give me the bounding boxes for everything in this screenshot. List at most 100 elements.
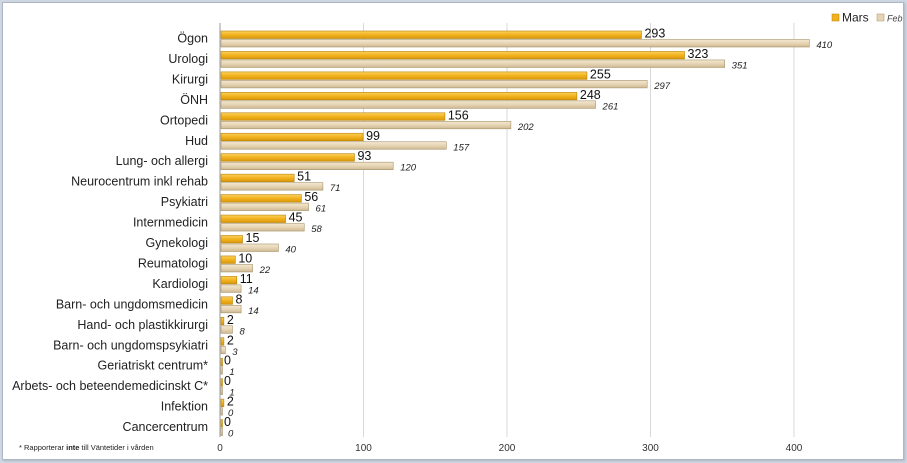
data-label-mars: 156 [448, 108, 469, 122]
category-label: Neurocentrum inkl rehab [71, 175, 208, 189]
data-label-feb: 120 [400, 163, 417, 174]
legend-swatch-feb [876, 13, 885, 22]
footnote-prefix: * Rapporterar [19, 443, 67, 452]
bar-feb [220, 264, 253, 273]
data-label-mars: 0 [224, 374, 231, 388]
category-label: Urologi [168, 52, 208, 66]
bar-mars [220, 255, 236, 264]
data-label-feb: 3 [232, 347, 238, 358]
category-label: Barn- och ungdomspsykiatri [53, 338, 208, 352]
bar-feb [220, 80, 648, 89]
category-label: Ögon [177, 32, 208, 46]
data-label-feb: 22 [259, 265, 271, 276]
category-label: Psykiatri [161, 195, 208, 209]
footnote-suffix: till Väntetider i vården [79, 443, 154, 452]
data-label-mars: 51 [297, 170, 311, 184]
data-label-feb: 14 [248, 285, 259, 296]
bar-feb [220, 243, 279, 252]
data-label-mars: 8 [235, 292, 242, 306]
bar-feb [220, 202, 309, 211]
data-label-feb: 351 [732, 60, 748, 71]
bar-mars [220, 51, 685, 60]
category-label: Arbets- och beteendemedicinskt C* [12, 379, 208, 393]
legend: Mars Feb [831, 11, 903, 25]
data-label-mars: 2 [227, 333, 234, 347]
bar-mars [220, 153, 355, 162]
data-label-mars: 93 [357, 149, 371, 163]
data-label-mars: 323 [688, 47, 709, 61]
footnote: * Rapporterar inte till Väntetider i vår… [19, 443, 154, 452]
bar-feb [220, 182, 324, 191]
data-label-feb: 14 [248, 306, 259, 317]
data-label-mars: 2 [227, 313, 234, 327]
category-labels: Ögon Urologi Kirurgi ÖNH Ortopedi Hud Lung- oc… [12, 32, 208, 435]
data-label-mars: 15 [246, 231, 260, 245]
bar-mars [220, 378, 223, 387]
bar-mars [220, 337, 225, 346]
bar-mars [220, 316, 225, 326]
bar-mars [220, 214, 286, 223]
data-label-feb: 0 [228, 408, 234, 419]
category-label: Lung- och allergi [116, 154, 208, 168]
data-label-feb: 61 [316, 204, 327, 215]
category-label: Hand- och plastikkirurgi [77, 318, 208, 332]
category-label: Gynekologi [145, 236, 208, 250]
data-label-feb: 297 [653, 81, 671, 92]
data-label-feb: 71 [330, 183, 341, 194]
data-label-feb: 202 [517, 122, 535, 133]
data-label-mars: 0 [224, 354, 231, 368]
data-label-mars: 255 [590, 67, 611, 81]
data-label-mars: 11 [240, 272, 253, 286]
data-label-feb: 40 [285, 245, 296, 256]
data-label-feb: 261 [602, 101, 619, 112]
x-axis-ticks: 0 100 200 300 400 [217, 443, 803, 454]
bar-feb [220, 305, 242, 314]
legend-label-feb: Feb [887, 14, 903, 24]
data-label-mars: 99 [366, 129, 380, 143]
category-label: Hud [185, 134, 208, 148]
bar-mars [220, 194, 302, 203]
legend-swatch-mars [831, 13, 840, 22]
data-label-mars: 56 [304, 190, 318, 204]
data-label-mars: 10 [238, 251, 252, 265]
bar-feb [220, 161, 394, 170]
data-label-feb: 410 [816, 40, 833, 51]
data-label-mars: 293 [644, 27, 665, 41]
category-label: Reumatologi [138, 256, 208, 270]
bar-mars [220, 419, 223, 428]
bar-mars [220, 357, 223, 367]
bar-feb [220, 366, 223, 375]
category-label: Kirurgi [172, 72, 208, 86]
x-tick-label: 100 [355, 443, 372, 454]
legend-label-mars: Mars [842, 11, 869, 25]
bar-feb [220, 325, 233, 334]
category-label: Ortopedi [160, 113, 208, 127]
data-label-feb: 8 [239, 326, 245, 337]
x-tick-label: 300 [642, 443, 659, 454]
bar-mars [220, 296, 233, 305]
bar-feb [220, 386, 223, 395]
bar-mars [220, 132, 364, 142]
bar-mars [220, 235, 243, 244]
bar-feb [220, 284, 242, 293]
data-label-feb: 0 [228, 429, 234, 440]
data-label-mars: 45 [289, 211, 303, 225]
bar-chart: 2934103233512552972482611562029915793120… [12, 11, 903, 455]
data-label-feb: 157 [453, 142, 470, 153]
category-label: Barn- och ungdomsmedicin [56, 297, 208, 311]
category-label: Infektion [161, 400, 208, 414]
category-label: Kardiologi [152, 277, 208, 291]
bar-mars [220, 92, 578, 101]
data-label-feb: 1 [229, 367, 234, 378]
data-label-mars: 2 [227, 395, 234, 409]
x-tick-label: 200 [499, 443, 516, 454]
bar-feb [220, 39, 810, 48]
bar-mars [220, 276, 238, 285]
x-tick-label: 400 [786, 443, 803, 454]
bar-mars [220, 398, 225, 407]
bar-feb [220, 407, 223, 416]
bar-feb [220, 100, 596, 109]
bar-feb [220, 121, 512, 130]
data-label-mars: 248 [580, 88, 601, 102]
